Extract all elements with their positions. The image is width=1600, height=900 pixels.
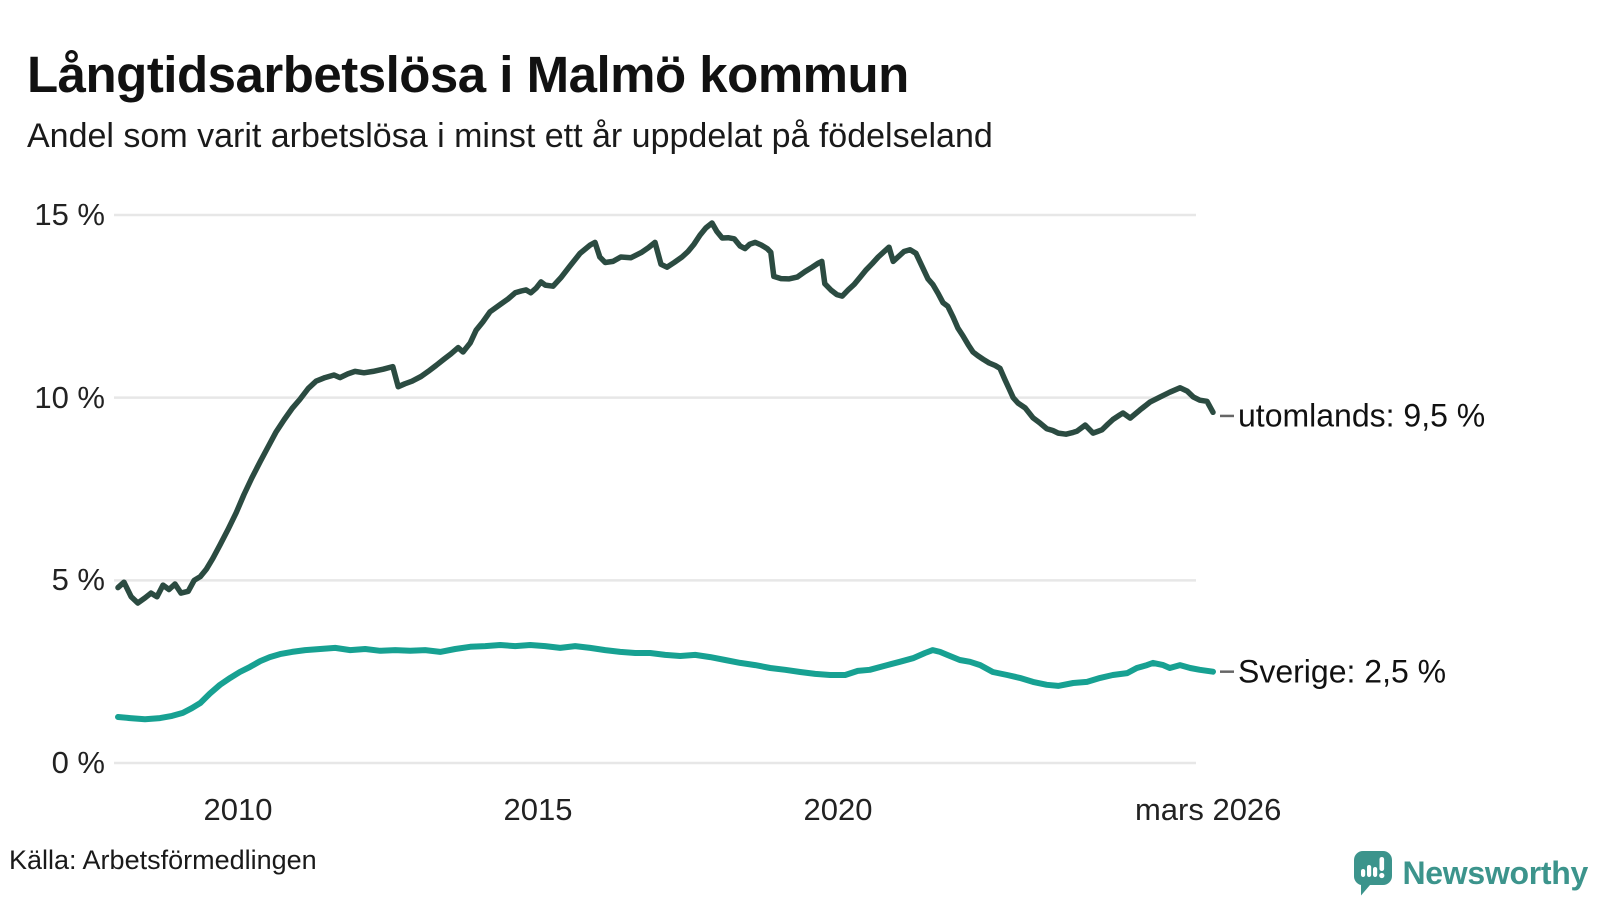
series-end-label-utomlands: utomlands: 9,5 % bbox=[1238, 397, 1486, 434]
series-end-label-Sverige: Sverige: 2,5 % bbox=[1238, 653, 1447, 690]
x-tick-label: mars 2026 bbox=[1134, 792, 1282, 827]
series-line-Sverige bbox=[115, 642, 1216, 723]
newsworthy-logo: Newsworthy bbox=[1353, 850, 1589, 896]
series-line-utomlands bbox=[115, 220, 1216, 606]
newsworthy-wordmark: Newsworthy bbox=[1402, 854, 1589, 891]
y-tick-label: 5 % bbox=[51, 562, 105, 598]
newsworthy-logo-icon bbox=[1353, 851, 1392, 896]
y-tick-label: 15 % bbox=[34, 197, 105, 232]
x-tick-label: 2020 bbox=[803, 792, 873, 827]
chart-subtitle: Andel som varit arbetslösa i minst ett å… bbox=[27, 117, 993, 155]
y-tick-label: 0 % bbox=[51, 745, 105, 780]
x-tick-label: 2015 bbox=[503, 792, 573, 827]
y-tick-label: 10 % bbox=[34, 379, 105, 415]
source-label: Källa: Arbetsförmedlingen bbox=[9, 845, 317, 875]
x-tick-label: 2010 bbox=[203, 792, 273, 827]
page-title: Långtidsarbetslösa i Malmö kommun bbox=[27, 46, 909, 104]
